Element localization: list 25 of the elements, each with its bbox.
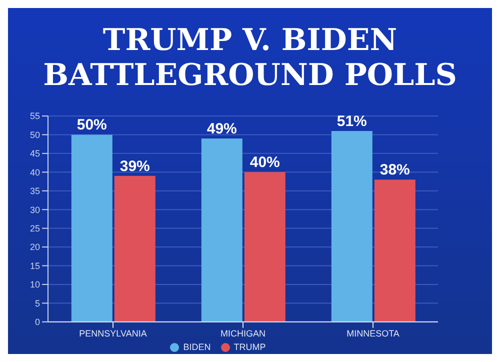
legend-label: TRUMP [234,342,266,352]
y-tick-label: 10 [30,280,40,290]
x-tick-label: PENNSYLVANIA [79,328,147,338]
x-tick-label: MINNESOTA [346,328,400,338]
data-label: 50% [76,116,107,134]
y-tick-label: 20 [30,242,40,252]
y-tick-label: 30 [30,204,40,215]
y-tick-label: 0 [34,317,40,328]
chart-title: TRUMP V. BIDEN [102,22,398,58]
data-label: 40% [250,154,280,172]
data-label: 39% [120,158,150,175]
legend-label: BIDEN [183,342,211,352]
y-tick-label: 15 [30,260,40,271]
data-label: 38% [380,162,410,179]
data-label: 51% [336,112,367,130]
y-tick-label: 50 [30,130,40,140]
y-tick-label: 25 [30,223,40,234]
x-tick-label: MICHIGAN [220,328,266,338]
data-label: 49% [206,120,237,138]
y-tick-label: 55 [30,111,40,122]
y-tick-label: 5 [34,298,40,308]
y-tick-label: 40 [30,167,40,178]
y-tick-label: 45 [30,148,40,159]
chart-subtitle: BATTLEGROUND POLLS [42,58,458,94]
y-tick-label: 35 [30,186,40,196]
